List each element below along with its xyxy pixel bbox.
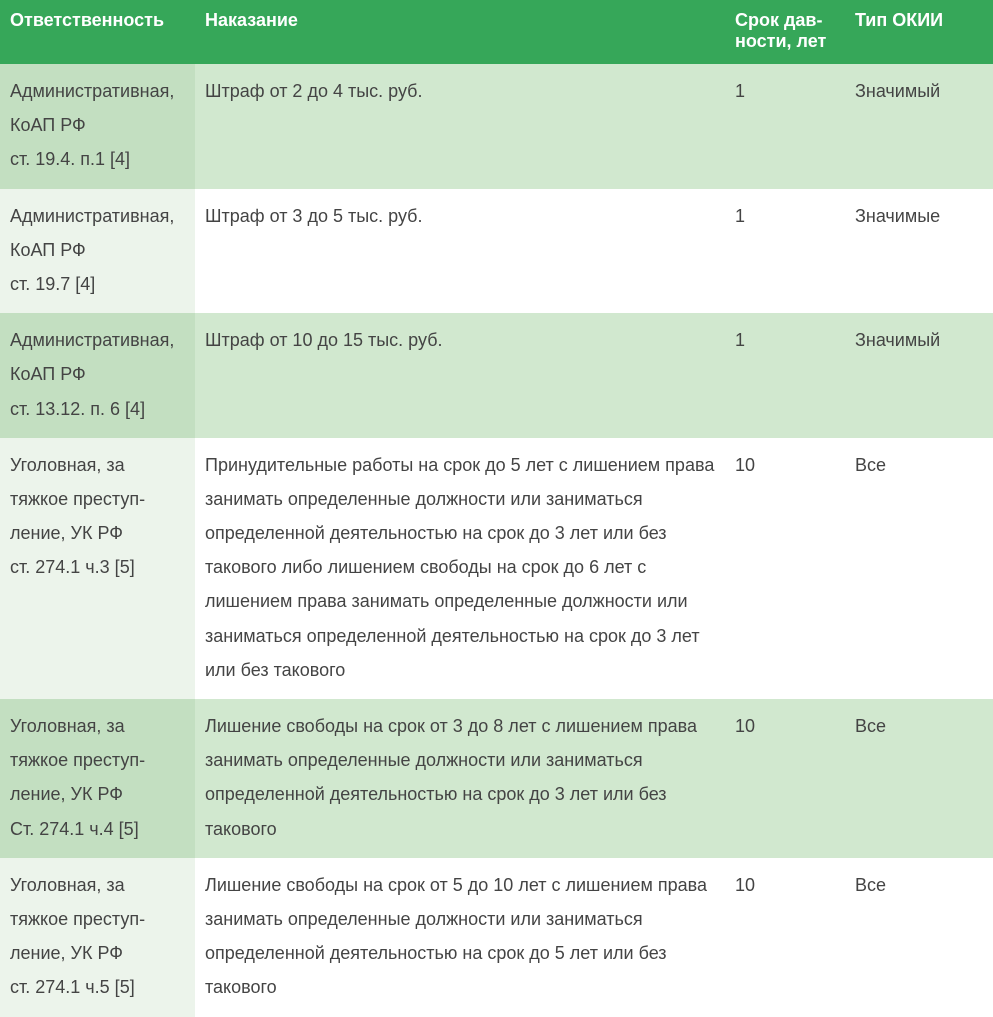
cell-punishment: Штраф от 10 до 15 тыс. руб. — [195, 313, 725, 438]
cell-responsibility: Уголовная, за тяжкое преступ-ление, УК Р… — [0, 438, 195, 699]
col-header-type: Тип ОКИИ — [845, 0, 993, 64]
cell-punishment: Лишение свободы на срок от 3 до 8 лет с … — [195, 699, 725, 858]
cell-type: Значимые — [845, 189, 993, 314]
col-header-term: Срок дав-ности, лет — [725, 0, 845, 64]
cell-responsibility: Уголовная, за тяжкое преступ-ление, УК Р… — [0, 858, 195, 1017]
cell-type: Все — [845, 699, 993, 858]
table-body: Административная, КоАП РФст. 19.4. п.1 [… — [0, 64, 993, 1017]
col-header-responsibility: Ответственность — [0, 0, 195, 64]
table-row: Уголовная, за тяжкое преступ-ление, УК Р… — [0, 438, 993, 699]
table-row: Административная, КоАП РФст. 19.4. п.1 [… — [0, 64, 993, 189]
cell-punishment: Лишение свободы на срок от 5 до 10 лет с… — [195, 858, 725, 1017]
cell-term: 10 — [725, 438, 845, 699]
table-row: Административная, КоАП РФст. 19.7 [4] Шт… — [0, 189, 993, 314]
cell-type: Значимый — [845, 64, 993, 189]
table-row: Уголовная, за тяжкое преступ-ление, УК Р… — [0, 858, 993, 1017]
cell-type: Значимый — [845, 313, 993, 438]
cell-responsibility: Административная, КоАП РФст. 19.4. п.1 [… — [0, 64, 195, 189]
cell-term: 1 — [725, 313, 845, 438]
cell-punishment: Штраф от 2 до 4 тыс. руб. — [195, 64, 725, 189]
col-header-punishment: Наказание — [195, 0, 725, 64]
cell-punishment: Штраф от 3 до 5 тыс. руб. — [195, 189, 725, 314]
table-header-row: Ответственность Наказание Срок дав-ности… — [0, 0, 993, 64]
cell-term: 1 — [725, 64, 845, 189]
table-row: Административная, КоАП РФст. 13.12. п. 6… — [0, 313, 993, 438]
liability-table: Ответственность Наказание Срок дав-ности… — [0, 0, 993, 1017]
cell-responsibility: Административная, КоАП РФст. 19.7 [4] — [0, 189, 195, 314]
cell-punishment: Принудительные работы на срок до 5 лет с… — [195, 438, 725, 699]
cell-term: 10 — [725, 858, 845, 1017]
cell-responsibility: Уголовная, за тяжкое преступ-ление, УК Р… — [0, 699, 195, 858]
cell-type: Все — [845, 438, 993, 699]
cell-responsibility: Административная, КоАП РФст. 13.12. п. 6… — [0, 313, 195, 438]
cell-term: 1 — [725, 189, 845, 314]
cell-term: 10 — [725, 699, 845, 858]
table-row: Уголовная, за тяжкое преступ-ление, УК Р… — [0, 699, 993, 858]
cell-type: Все — [845, 858, 993, 1017]
